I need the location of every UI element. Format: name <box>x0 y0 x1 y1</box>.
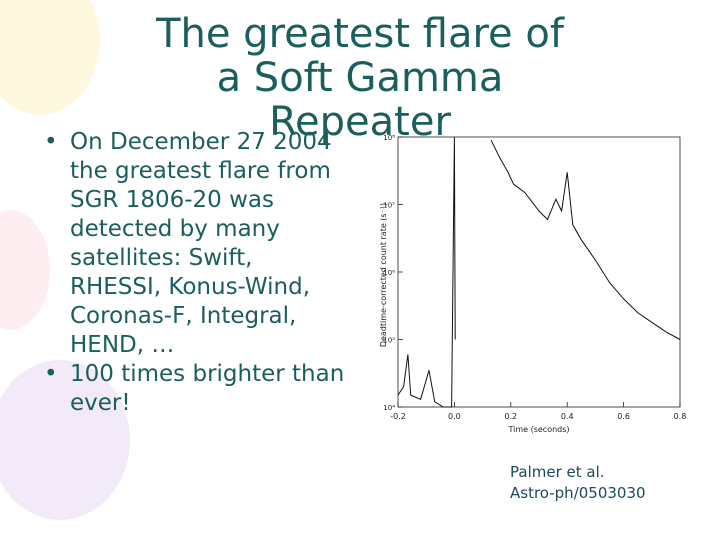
y-tick-label: 10⁸ <box>383 134 395 142</box>
caption: Palmer et al. Astro-ph/0503030 <box>510 462 646 504</box>
y-tick-label: 10⁷ <box>383 202 395 210</box>
caption-line: Astro-ph/0503030 <box>510 484 646 502</box>
bullet-list: On December 27 2004 the greatest flare f… <box>28 128 346 418</box>
y-tick-label: 10⁵ <box>383 337 395 345</box>
bullet: 100 times brighter than ever! <box>28 360 346 418</box>
light-curve <box>397 136 681 408</box>
x-tick-label: 0.8 <box>674 412 687 421</box>
x-tick-label: 0.0 <box>448 412 461 421</box>
x-tick-label: 0.6 <box>617 412 630 421</box>
x-tick-label: -0.2 <box>390 412 406 421</box>
y-tick-label: 10⁶ <box>383 269 395 277</box>
plot-frame <box>397 136 681 408</box>
x-tick-label: 0.4 <box>561 412 574 421</box>
y-tick-label: 10⁴ <box>383 404 395 412</box>
y-axis-label: Deadtime-corrected count rate (s⁻¹) <box>379 203 388 347</box>
bullet: On December 27 2004 the greatest flare f… <box>28 128 346 360</box>
caption-line: Palmer et al. <box>510 463 605 481</box>
x-tick-label: 0.2 <box>504 412 517 421</box>
x-axis-label: Time (seconds) <box>507 425 569 434</box>
